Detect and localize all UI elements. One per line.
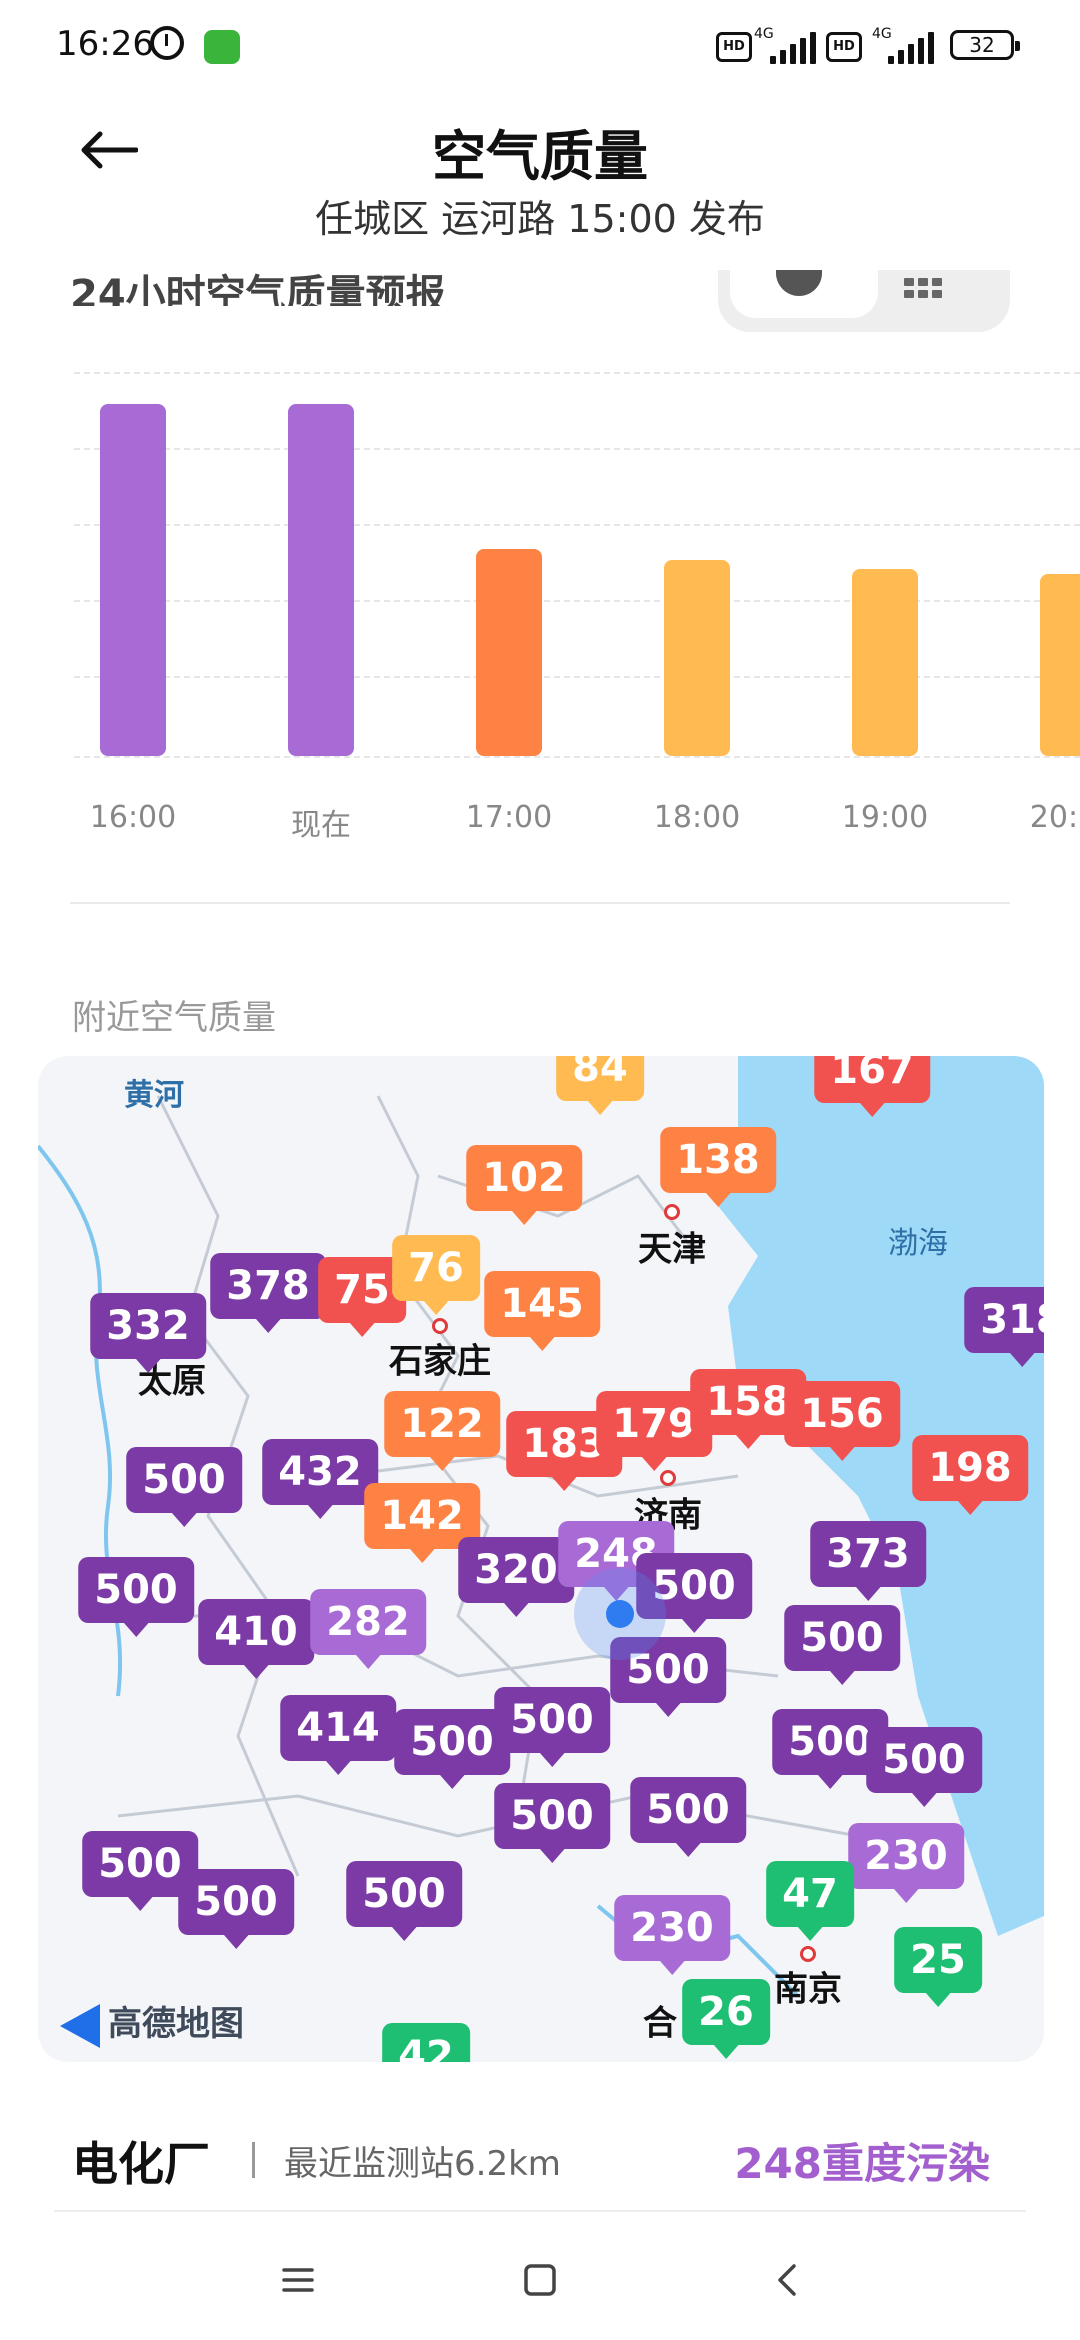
forecast-bar[interactable] <box>664 560 730 756</box>
aqi-pin[interactable]: 500 <box>494 1687 610 1767</box>
network-type: 4G <box>872 26 892 42</box>
aqi-pin[interactable]: 102 <box>466 1145 582 1225</box>
forecast-x-label: 16:00 <box>89 800 177 835</box>
station-distance: 最近监测站6.2km <box>284 2144 561 2184</box>
city-label: 合 <box>643 2003 677 2044</box>
sea-label: 渤海 <box>888 1226 948 1261</box>
aqi-pin[interactable]: 500 <box>630 1777 746 1857</box>
station-name: 电化厂 <box>72 2137 210 2191</box>
chart-gridline <box>74 448 1080 450</box>
nearby-section-title: 附近空气质量 <box>72 998 276 1038</box>
aqi-map[interactable]: 黄河 渤海 太原 石家庄 天津 济南 南京 合 84 167 102 138 3… <box>38 1056 1044 2062</box>
section-divider <box>70 902 1010 904</box>
hd-badge: HD <box>716 32 752 62</box>
forecast-x-label: 18:00 <box>653 800 741 835</box>
aqi-pin[interactable]: 414 <box>280 1695 396 1775</box>
forecast-x-label: 现在 <box>291 808 351 843</box>
chart-gridline <box>74 524 1080 526</box>
forecast-x-label: 19:00 <box>841 800 929 835</box>
chart-gridline <box>74 676 1080 678</box>
signal-icon <box>888 30 936 64</box>
aqi-pin[interactable]: 26 <box>682 1979 770 2059</box>
view-toggle[interactable] <box>718 270 1010 332</box>
aqi-pin[interactable]: 500 <box>346 1861 462 1941</box>
chart-gridline <box>74 756 1080 758</box>
signal-icon <box>770 30 818 64</box>
current-location-icon <box>574 1568 666 1660</box>
page-subtitle: 任城区 运河路 15:00 发布 <box>315 197 765 241</box>
city-label: 南京 <box>774 1969 842 2010</box>
aqi-pin[interactable]: 332 <box>90 1293 206 1373</box>
aqi-pin[interactable]: 230 <box>848 1823 964 1903</box>
aqi-pin[interactable]: 167 <box>814 1056 930 1117</box>
aqi-pin[interactable]: 122 <box>384 1391 500 1471</box>
forecast-bar[interactable] <box>288 403 354 756</box>
back-arrow-icon[interactable] <box>78 130 139 170</box>
forecast-bar[interactable] <box>852 568 918 756</box>
aqi-pin[interactable]: 500 <box>784 1605 900 1685</box>
forecast-bar[interactable] <box>1040 574 1080 756</box>
city-label: 石家庄 <box>389 1341 491 1382</box>
chart-gridline <box>74 600 1080 602</box>
aqi-pin[interactable]: 432 <box>262 1439 378 1519</box>
aqi-pin[interactable]: 500 <box>178 1869 294 1949</box>
chart-gridline <box>74 372 1080 374</box>
aqi-pin[interactable]: 378 <box>210 1253 326 1333</box>
aqi-pin[interactable]: 75 <box>318 1257 406 1337</box>
aqi-pin[interactable]: 84 <box>556 1056 644 1115</box>
home-icon[interactable] <box>510 2250 570 2310</box>
city-marker <box>660 1470 676 1486</box>
back-icon[interactable] <box>758 2250 818 2310</box>
city-marker <box>800 1946 816 1962</box>
aqi-pin[interactable]: 500 <box>636 1553 752 1633</box>
map-logo: 高德地图 <box>60 1996 244 2048</box>
aqi-pin[interactable]: 500 <box>78 1557 194 1637</box>
aqi-pin[interactable]: 320 <box>458 1537 574 1617</box>
aqi-pin[interactable]: 198 <box>912 1435 1028 1515</box>
page-title: 空气质量 <box>432 125 648 188</box>
aqi-pin[interactable]: 500 <box>494 1783 610 1863</box>
aqi-pin[interactable]: 145 <box>484 1271 600 1351</box>
aqi-pin[interactable]: 410 <box>198 1599 314 1679</box>
aqi-pin[interactable]: 373 <box>810 1521 926 1601</box>
aqi-pin[interactable]: 138 <box>660 1127 776 1207</box>
forecast-bar[interactable] <box>100 403 166 756</box>
station-aqi[interactable]: 248重度污染 <box>734 2139 990 2188</box>
hd-badge: HD <box>826 32 862 62</box>
amap-arrow-icon <box>60 2003 100 2048</box>
aqi-pin[interactable]: 500 <box>610 1637 726 1717</box>
notification-app-icon <box>204 30 240 64</box>
city-marker <box>432 1318 448 1334</box>
alarm-icon <box>150 26 184 60</box>
forecast-x-label: 17:00 <box>465 800 553 835</box>
aqi-pin[interactable]: 156 <box>784 1381 900 1461</box>
aqi-pin[interactable]: 500 <box>126 1447 242 1527</box>
city-marker <box>664 1204 680 1220</box>
aqi-pin[interactable]: 230 <box>614 1895 730 1975</box>
aqi-pin[interactable]: 76 <box>392 1235 480 1315</box>
network-type: 4G <box>754 26 774 42</box>
aqi-pin[interactable]: 25 <box>894 1927 982 2007</box>
forecast-title: 24小时空气质量预报 <box>70 272 446 306</box>
aqi-pin[interactable]: 318 <box>964 1287 1044 1367</box>
status-bar: 16:26 HD 4G HD 4G 32 <box>0 0 1080 90</box>
grid-icon[interactable] <box>904 278 948 306</box>
bottom-divider <box>54 2210 1026 2212</box>
city-label: 天津 <box>638 1229 706 1270</box>
aqi-pin[interactable]: 500 <box>394 1709 510 1789</box>
aqi-pin[interactable]: 500 <box>866 1727 982 1807</box>
aqi-pin[interactable]: 47 <box>766 1861 854 1941</box>
menu-icon[interactable] <box>268 2250 328 2310</box>
forecast-bar[interactable] <box>476 548 542 756</box>
status-time: 16:26 <box>56 24 154 64</box>
battery-icon: 32 <box>950 30 1020 60</box>
aqi-pin[interactable]: 42 <box>382 2023 470 2062</box>
aqi-pin[interactable]: 282 <box>310 1589 426 1669</box>
aqi-pin[interactable]: 142 <box>364 1483 480 1563</box>
river-label: 黄河 <box>124 1078 184 1113</box>
forecast-x-label: 20:00 <box>1029 800 1080 835</box>
map-logo-text: 高德地图 <box>108 2004 244 2044</box>
station-separator <box>252 2142 255 2178</box>
